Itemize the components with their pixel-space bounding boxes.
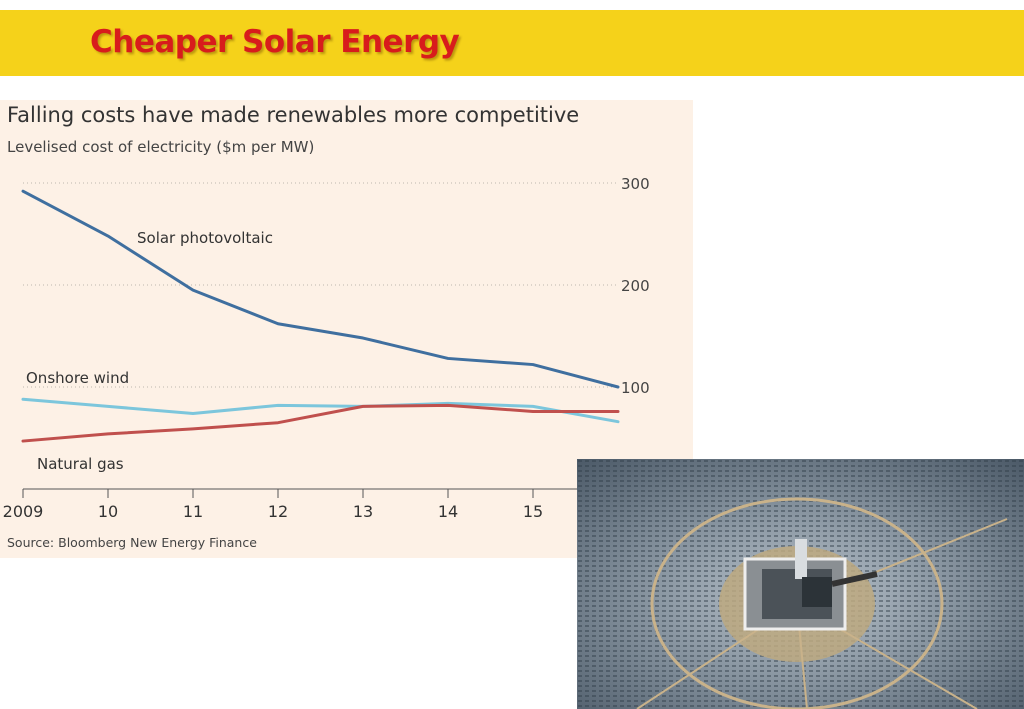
series-lines	[21, 189, 620, 443]
series-label-1: Onshore wind	[26, 369, 129, 387]
slide-title: Cheaper Solar Energy	[90, 24, 460, 60]
y-tick-label: 200	[621, 277, 650, 295]
series-labels: Solar photovoltaic Onshore wind Natural ga…	[26, 229, 273, 473]
chart-source: Source: Bloomberg New Energy Finance	[7, 535, 257, 550]
x-tick-label: 15	[523, 502, 543, 521]
title-banner: Cheaper Solar Energy	[0, 10, 1024, 76]
x-tick-label: 14	[438, 502, 458, 521]
grid-lines: 0100200300	[23, 175, 650, 499]
series-label-0: Solar photovoltaic	[137, 229, 273, 247]
series-label-2: Natural gas	[37, 455, 124, 473]
y-tick-label: 300	[621, 175, 650, 193]
x-axis: 200910111213141516	[3, 488, 628, 521]
chart-panel: Falling costs have made renewables more …	[0, 100, 693, 558]
series-line-1	[21, 397, 620, 424]
line-chart: 0100200300 200910111213141516 Solar phot…	[3, 175, 650, 521]
x-tick-label: 13	[353, 502, 373, 521]
chart-title: Falling costs have made renewables more …	[7, 103, 580, 127]
chart-subtitle: Levelised cost of electricity ($m per MW…	[7, 138, 315, 156]
series-line-2	[21, 403, 620, 443]
x-tick-label: 12	[268, 502, 288, 521]
solar-field-image	[577, 459, 1024, 709]
y-tick-label: 100	[621, 379, 650, 397]
solar-power-tower-photo	[577, 459, 1024, 709]
x-tick-label: 10	[98, 502, 118, 521]
x-tick-label: 11	[183, 502, 203, 521]
series-line-0	[21, 189, 620, 389]
x-tick-label: 2009	[3, 502, 44, 521]
